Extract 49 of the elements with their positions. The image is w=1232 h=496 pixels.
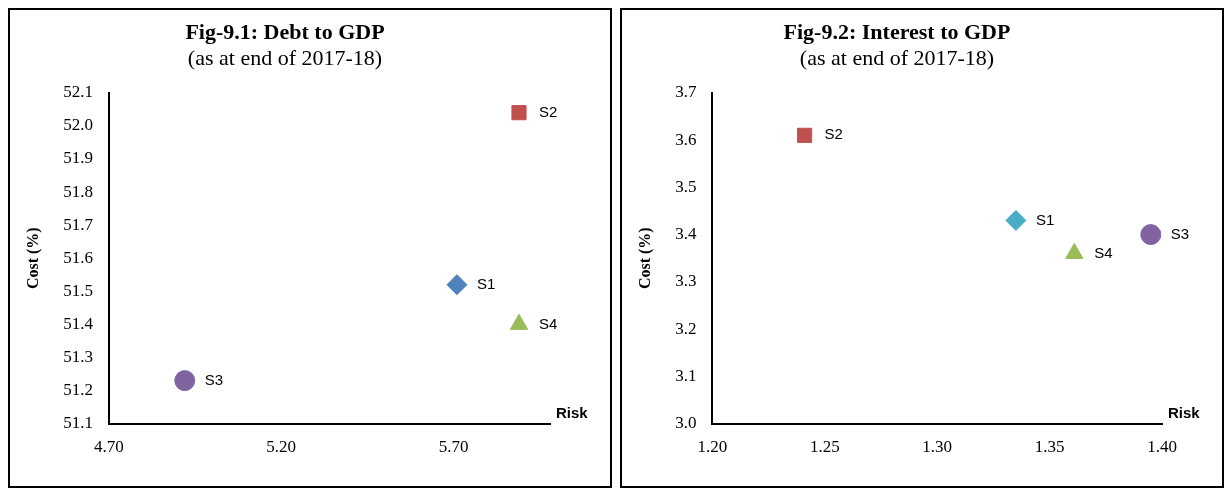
y-tick-label: 51.2 xyxy=(63,379,93,399)
y-tick-label: 3.3 xyxy=(675,271,697,291)
x-tick-label: 5.20 xyxy=(266,437,297,457)
y-tick-label: 51.3 xyxy=(63,346,93,366)
y-tick-label: 51.8 xyxy=(63,181,93,201)
y-tick-label: 52.0 xyxy=(63,115,93,135)
y-tick-label: 3.2 xyxy=(675,318,697,338)
y-tick-label: 51.7 xyxy=(63,214,94,234)
x-tick-label: 1.20 xyxy=(697,437,728,457)
y-axis-title: Cost (%) xyxy=(635,227,654,290)
y-tick-label: 3.0 xyxy=(675,413,697,433)
x-tick-label: 5.70 xyxy=(438,437,469,457)
point xyxy=(511,105,527,121)
y-tick-label: 3.1 xyxy=(675,365,697,385)
chart-title: Fig-9.2: Interest to GDP xyxy=(783,18,1011,44)
x-tick-label: 1.30 xyxy=(922,437,953,457)
series-label: S1 xyxy=(476,274,496,292)
point xyxy=(797,127,813,143)
chart-title: Fig-9.1: Debt to GDP xyxy=(185,18,385,44)
y-tick-label: 51.5 xyxy=(63,280,93,300)
y-axis-title: Cost (%) xyxy=(23,227,42,290)
point xyxy=(1005,209,1027,231)
x-axis-title: Risk xyxy=(556,404,589,422)
series-label: S1 xyxy=(1035,210,1055,228)
y-tick-label: 51.4 xyxy=(63,313,94,333)
chart-subtitle: (as at end of 2017-18) xyxy=(187,45,383,71)
y-tick-label: 51.6 xyxy=(63,247,93,267)
y-tick-label: 52.1 xyxy=(63,82,93,102)
point xyxy=(174,370,196,392)
y-tick-label: 3.5 xyxy=(675,176,697,196)
x-axis-title: Risk xyxy=(1168,404,1201,422)
x-tick-label: 1.25 xyxy=(809,437,840,457)
series-label: S3 xyxy=(1170,224,1190,242)
series-label: S4 xyxy=(538,314,558,332)
y-tick-label: 3.6 xyxy=(675,129,697,149)
x-tick-label: 4.70 xyxy=(94,437,124,457)
series-label: S2 xyxy=(824,125,843,143)
point xyxy=(446,274,468,296)
y-tick-label: 3.4 xyxy=(675,224,697,244)
x-tick-label: 1.40 xyxy=(1147,437,1177,457)
series-label: S3 xyxy=(204,370,224,388)
y-tick-label: 51.1 xyxy=(63,413,93,433)
series-label: S4 xyxy=(1094,243,1113,261)
y-tick-label: 51.9 xyxy=(63,148,93,168)
x-tick-label: 1.35 xyxy=(1034,437,1065,457)
chart-subtitle: (as at end of 2017-18) xyxy=(799,45,995,71)
series-label: S2 xyxy=(538,102,558,120)
point xyxy=(1140,224,1162,246)
y-tick-label: 3.7 xyxy=(675,82,697,102)
